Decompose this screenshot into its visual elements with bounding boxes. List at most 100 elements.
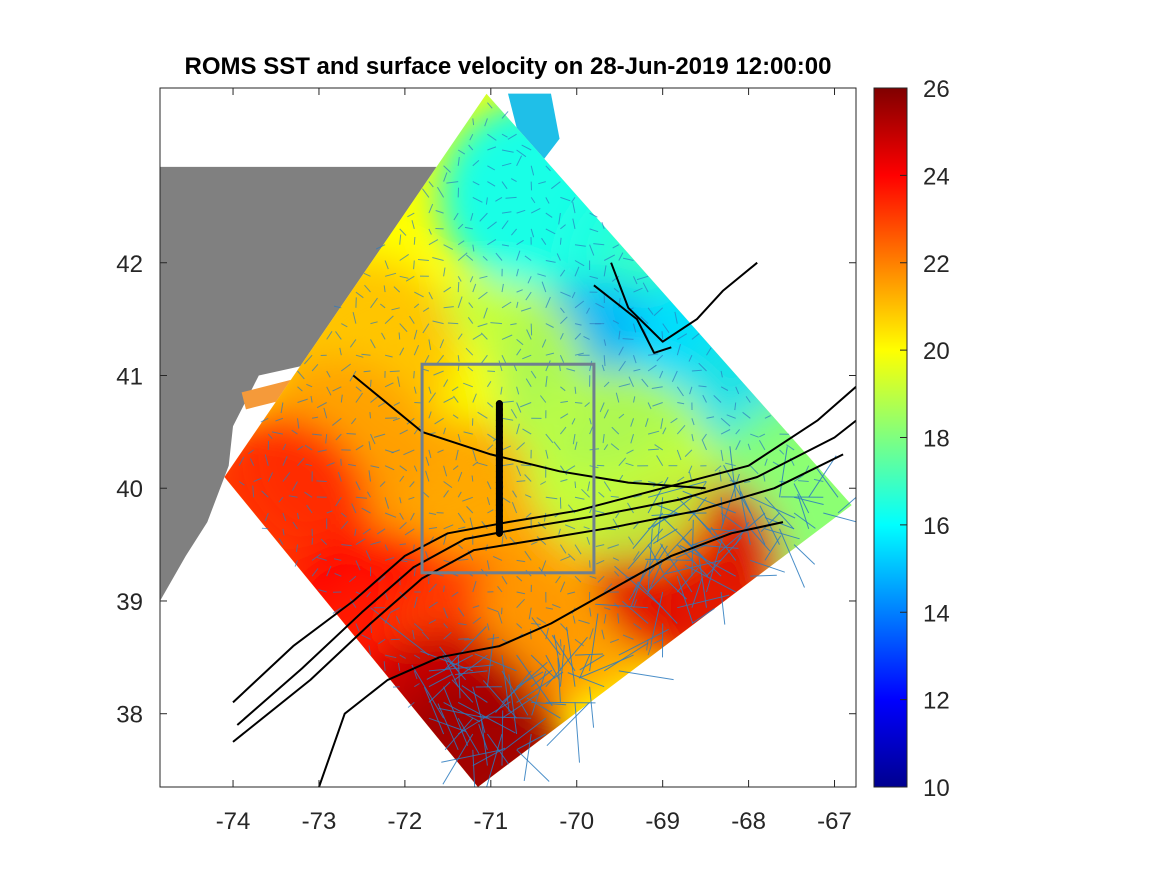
velocity-vector xyxy=(487,181,496,187)
velocity-vector xyxy=(541,281,547,293)
velocity-vector xyxy=(675,544,707,559)
velocity-vector xyxy=(432,320,444,325)
velocity-vector xyxy=(589,426,594,435)
velocity-vector xyxy=(560,623,569,632)
velocity-vector xyxy=(451,591,459,597)
velocity-vector xyxy=(530,207,541,214)
velocity-vector xyxy=(340,394,343,403)
velocity-vector xyxy=(399,654,406,659)
velocity-vector xyxy=(326,370,331,378)
velocity-vector xyxy=(368,470,371,482)
velocity-vector xyxy=(545,433,554,444)
velocity-vector xyxy=(566,626,576,687)
velocity-vector xyxy=(370,433,376,445)
velocity-vector xyxy=(474,653,517,672)
velocity-vector xyxy=(516,480,526,482)
velocity-vector xyxy=(391,449,400,454)
velocity-vector xyxy=(610,638,619,643)
velocity-vector xyxy=(464,226,473,230)
velocity-vector xyxy=(370,297,378,309)
velocity-vector xyxy=(486,497,491,506)
velocity-vector xyxy=(399,228,407,236)
colorbar-tick-label: 20 xyxy=(923,338,950,365)
velocity-vector xyxy=(749,528,771,552)
velocity-vector xyxy=(335,331,342,340)
velocity-vector xyxy=(674,311,678,324)
velocity-vector xyxy=(659,370,664,379)
velocity-vector xyxy=(690,528,736,547)
velocity-vector xyxy=(572,434,576,445)
velocity-vector xyxy=(316,556,327,561)
velocity-vector xyxy=(614,570,620,577)
velocity-vector xyxy=(764,458,768,466)
velocity-vector xyxy=(428,674,453,688)
velocity-vector xyxy=(689,386,693,395)
velocity-vector xyxy=(691,333,700,340)
velocity-vector xyxy=(762,473,766,482)
velocity-vector xyxy=(559,544,567,554)
velocity-vector xyxy=(437,703,459,751)
velocity-vector xyxy=(523,733,532,781)
velocity-vector xyxy=(729,480,736,482)
velocity-vector xyxy=(238,481,245,486)
velocity-vector xyxy=(472,449,477,462)
velocity-vector xyxy=(779,449,785,455)
velocity-vector xyxy=(487,102,493,109)
velocity-vector xyxy=(618,413,625,419)
velocity-vector xyxy=(651,386,663,389)
velocity-vector xyxy=(410,512,415,521)
velocity-vector xyxy=(676,343,681,356)
velocity-vector xyxy=(706,416,715,419)
velocity-vector xyxy=(526,329,532,340)
velocity-vector xyxy=(574,702,580,763)
chart-title: ROMS SST and surface velocity on 28-Jun-… xyxy=(185,53,832,80)
velocity-vector xyxy=(630,433,634,444)
velocity-vector xyxy=(662,575,687,600)
velocity-vector xyxy=(465,254,474,261)
velocity-vector xyxy=(516,268,519,277)
velocity-vector xyxy=(793,496,824,505)
velocity-vector xyxy=(505,196,517,199)
velocity-vector xyxy=(540,481,547,485)
velocity-vector xyxy=(764,496,795,530)
velocity-vector xyxy=(501,133,508,138)
velocity-vector xyxy=(428,392,437,403)
velocity-vector xyxy=(297,386,303,392)
velocity-vector xyxy=(612,320,620,325)
velocity-vector xyxy=(280,402,284,414)
velocity-vector xyxy=(603,642,649,672)
velocity-vector xyxy=(368,441,371,450)
velocity-vector xyxy=(595,302,605,309)
velocity-vector xyxy=(589,686,595,728)
velocity-vector xyxy=(335,497,342,507)
velocity-vector xyxy=(720,417,731,427)
velocity-vector xyxy=(467,366,474,372)
velocity-vector xyxy=(271,431,283,435)
velocity-vector xyxy=(525,512,532,518)
velocity-vector xyxy=(495,670,532,714)
velocity-vector xyxy=(420,650,473,672)
velocity-vector xyxy=(316,480,327,482)
velocity-vector xyxy=(640,316,649,324)
velocity-vector xyxy=(516,348,522,356)
velocity-vector xyxy=(545,323,554,328)
velocity-vector xyxy=(516,591,526,595)
velocity-vector xyxy=(574,266,580,277)
velocity-vector xyxy=(611,275,620,282)
velocity-vector xyxy=(378,402,386,408)
velocity-vector xyxy=(498,360,503,372)
velocity-vector xyxy=(586,307,591,314)
velocity-vector xyxy=(355,481,361,491)
velocity-vector xyxy=(399,275,409,279)
velocity-vector xyxy=(443,481,453,489)
velocity-vector xyxy=(627,502,634,514)
velocity-vector xyxy=(786,444,795,451)
velocity-vector xyxy=(395,615,401,624)
velocity-vector xyxy=(501,111,509,119)
velocity-vector xyxy=(468,144,474,151)
velocity-vector xyxy=(618,360,626,372)
velocity-vector xyxy=(538,181,546,185)
velocity-vector xyxy=(627,528,664,570)
velocity-vector xyxy=(601,221,605,230)
velocity-vector xyxy=(622,257,634,261)
